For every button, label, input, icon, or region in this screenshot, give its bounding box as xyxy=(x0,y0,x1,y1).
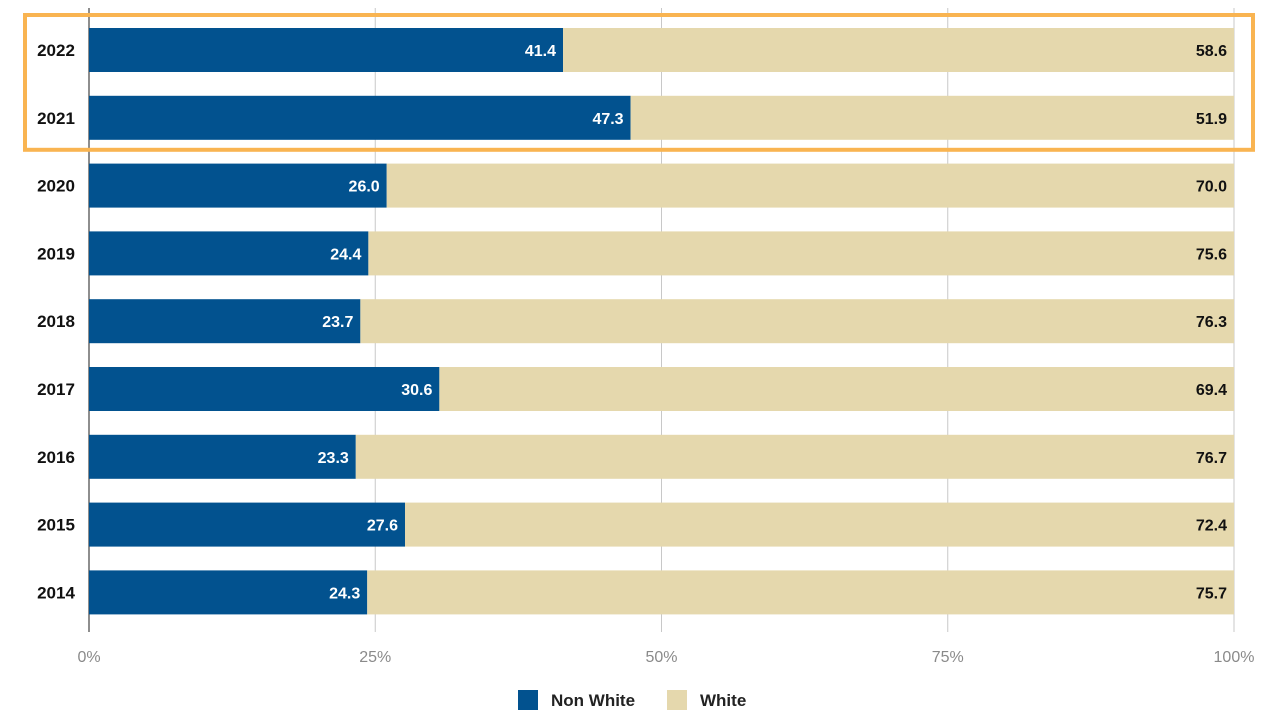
bar-white-2020 xyxy=(386,163,1234,208)
category-label-2018: 2018 xyxy=(37,312,75,331)
highlight-box-layer xyxy=(23,13,1255,152)
legend-swatch-white xyxy=(667,690,687,710)
data-label-white-2020: 70.0 xyxy=(1196,179,1227,196)
data-label-white-2017: 69.4 xyxy=(1196,382,1227,399)
category-label-2016: 2016 xyxy=(37,448,75,467)
data-label-non-white-2019: 24.4 xyxy=(330,246,361,263)
bar-white-2019 xyxy=(368,231,1234,276)
bar-white-2022 xyxy=(563,28,1234,72)
bar-non-white-2017 xyxy=(89,367,440,411)
data-label-non-white-2017: 30.6 xyxy=(401,382,432,399)
bar-white-2014 xyxy=(367,570,1234,615)
x-tick-label: 100% xyxy=(1214,649,1255,666)
category-label-2022: 2022 xyxy=(37,41,75,60)
data-label-white-2014: 75.7 xyxy=(1196,585,1227,602)
x-axis-ticks: 0% 25% 50% 75% 100% xyxy=(77,649,1254,666)
data-label-non-white-2014: 24.3 xyxy=(329,585,360,602)
bar-white-2016 xyxy=(355,434,1234,479)
bar-white-2015 xyxy=(405,502,1234,547)
data-label-white-2022: 58.6 xyxy=(1196,43,1227,60)
bar-non-white-2018 xyxy=(89,299,361,344)
legend: Non White White xyxy=(518,690,746,710)
bar-non-white-2019 xyxy=(89,231,369,276)
data-labels: 41.4 58.6 47.3 51.9 26.0 70.0 24.4 75.6 23.7 76.3… xyxy=(318,43,1227,602)
data-label-non-white-2015: 27.6 xyxy=(367,518,398,535)
data-label-white-2016: 76.7 xyxy=(1196,450,1227,467)
legend-label-non-white: Non White xyxy=(551,691,635,710)
data-label-non-white-2021: 47.3 xyxy=(592,111,623,128)
data-label-white-2015: 72.4 xyxy=(1196,518,1227,535)
category-label-2017: 2017 xyxy=(37,380,75,399)
x-tick-label: 75% xyxy=(932,649,964,666)
category-label-2020: 2020 xyxy=(37,177,75,196)
data-label-non-white-2016: 23.3 xyxy=(318,450,349,467)
bar-non-white-2021 xyxy=(89,95,631,140)
data-label-non-white-2022: 41.4 xyxy=(525,43,556,60)
category-label-2019: 2019 xyxy=(37,244,75,263)
x-tick-label: 0% xyxy=(77,649,100,666)
data-label-white-2019: 75.6 xyxy=(1196,246,1227,263)
x-tick-label: 50% xyxy=(645,649,677,666)
legend-label-white: White xyxy=(700,691,746,710)
data-label-non-white-2020: 26.0 xyxy=(349,179,380,196)
bar-non-white-2015 xyxy=(89,502,406,547)
data-label-white-2018: 76.3 xyxy=(1196,314,1227,331)
bars xyxy=(89,28,1234,615)
bar-non-white-2016 xyxy=(89,434,356,479)
data-label-non-white-2018: 23.7 xyxy=(322,314,353,331)
category-label-2015: 2015 xyxy=(37,516,75,535)
category-label-2021: 2021 xyxy=(37,109,75,128)
bar-white-2017 xyxy=(439,367,1234,411)
bar-non-white-2022 xyxy=(89,28,564,72)
x-tick-label: 25% xyxy=(359,649,391,666)
highlight-box xyxy=(23,13,1255,152)
category-labels: 2022 2021 2020 2019 2018 2017 2016 2015 2014 xyxy=(37,41,75,602)
data-label-white-2021: 51.9 xyxy=(1196,111,1227,128)
legend-swatch-non-white xyxy=(518,690,538,710)
bar-non-white-2014 xyxy=(89,570,368,615)
bar-white-2018 xyxy=(360,299,1234,344)
category-label-2014: 2014 xyxy=(37,583,75,602)
bar-non-white-2020 xyxy=(89,163,387,208)
bar-white-2021 xyxy=(630,95,1234,140)
